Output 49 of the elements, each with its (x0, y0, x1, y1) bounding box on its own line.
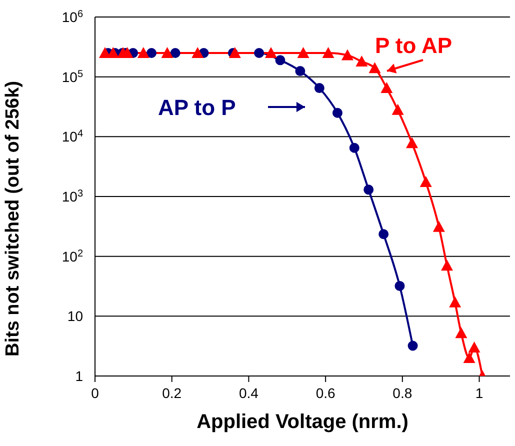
x-tick-label: 0.4 (238, 384, 259, 401)
x-tick-label: 0.8 (392, 384, 412, 401)
x-tick-label: 1 (475, 384, 484, 401)
point (468, 341, 480, 352)
point (420, 176, 432, 187)
point (455, 327, 468, 338)
y-tick-label: 10$^{2}$ (62, 248, 84, 264)
point (463, 352, 476, 363)
point (394, 280, 405, 291)
x-axis-title: Applied Voltage (nrm.) (196, 411, 408, 434)
point (332, 108, 342, 118)
point (192, 47, 204, 58)
y-tick-label: 10 (67, 308, 84, 324)
y-tick-label: 10$^{3}$ (62, 188, 84, 204)
y-tick-label: 10$^{4}$ (62, 128, 84, 145)
y-axis-title: Bits not switched (out of 256k) (2, 80, 24, 356)
point (137, 47, 150, 58)
point (314, 83, 324, 94)
point (378, 229, 389, 240)
x-tick-label: 0 (91, 384, 100, 401)
point (368, 62, 381, 74)
point (356, 56, 368, 67)
point (146, 48, 156, 58)
y-tick-label: 1 (75, 368, 84, 384)
x-tick-label: 0.6 (316, 384, 336, 401)
y-tick-label: 10$^{5}$ (62, 68, 84, 85)
point (406, 137, 418, 148)
point (322, 47, 334, 58)
point (297, 47, 310, 58)
x-tick-label: 0.2 (162, 384, 182, 401)
point (264, 47, 277, 58)
legend-label: AP to P (158, 95, 236, 120)
point (364, 184, 374, 195)
point (408, 340, 418, 351)
point (170, 48, 180, 58)
point (349, 142, 360, 153)
point (380, 82, 393, 94)
point (228, 47, 241, 58)
series-label: P to AP (375, 33, 452, 58)
y-tick-label: 10$^{6}$ (62, 8, 84, 25)
point (295, 66, 306, 76)
point (161, 47, 174, 58)
point (275, 55, 286, 66)
point (432, 220, 445, 232)
point (440, 260, 453, 271)
point (392, 104, 404, 115)
point (449, 296, 462, 308)
point (254, 48, 264, 58)
point (341, 49, 354, 60)
